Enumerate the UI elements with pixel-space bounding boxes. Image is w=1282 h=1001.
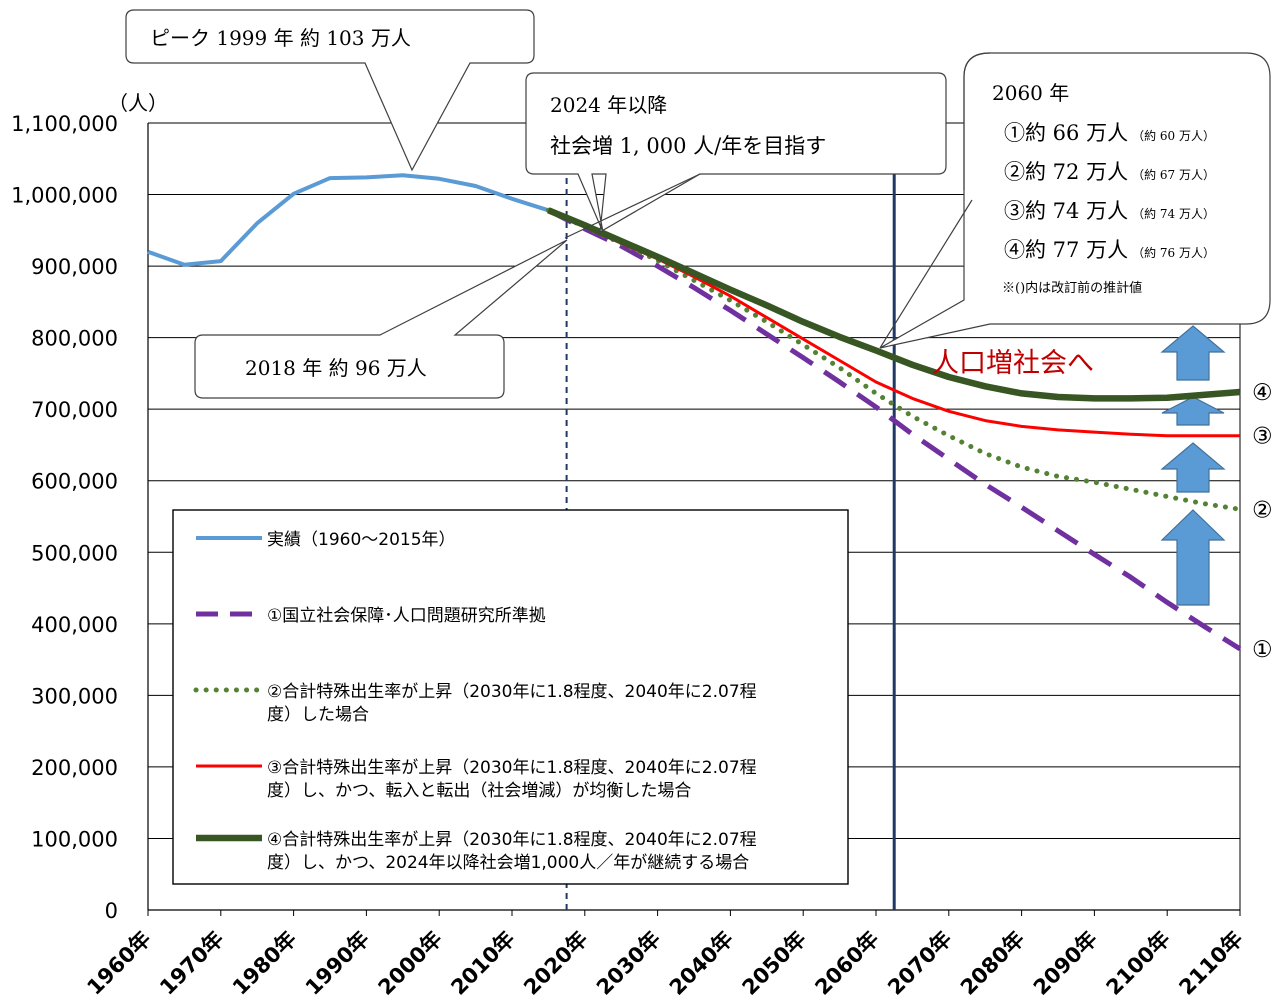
callout-2060-note: ※()内は改訂前の推計値 xyxy=(1002,280,1142,296)
x-tick-label: 2060年 xyxy=(810,927,883,1000)
callout-2060-item-prev: （約 76 万人） xyxy=(1132,245,1215,260)
y-tick-label: 0 xyxy=(105,899,118,923)
legend-label: 実績（1960～2015年） xyxy=(267,530,456,550)
y-tick-label: 600,000 xyxy=(31,470,118,494)
legend-box xyxy=(172,509,849,885)
x-tick-label: 2110年 xyxy=(1174,927,1247,1000)
x-tick-label: 2030年 xyxy=(592,927,665,1000)
callout-2060: 2060 年 ①約 66 万人 （約 60 万人）②約 72 万人 （約 67 万人… xyxy=(879,52,1271,349)
x-tick-label: 2070年 xyxy=(883,927,956,1000)
y-tick-label: 100,000 xyxy=(31,827,118,851)
series-end-labels: ④ ③ ② ① xyxy=(1252,380,1273,663)
series-end-label: ② xyxy=(1252,497,1273,523)
callout-2018-text: 2018 年 約 96 万人 xyxy=(245,356,427,380)
callout-2024: 2024 年以降 社会増 1, 000 人/年を目指す xyxy=(525,72,947,239)
y-tick-label: 1,000,000 xyxy=(11,184,118,208)
legend-items: 実績（1960～2015年） ①国立社会保障･人口問題研究所準拠 ②合計特殊出生率が… xyxy=(193,530,757,873)
y-tick-label: 500,000 xyxy=(31,541,118,565)
series-lines xyxy=(147,173,1243,652)
legend: 実績（1960～2015年） ①国立社会保障･人口問題研究所準拠 ②合計特殊出生率が… xyxy=(172,509,849,885)
series-end-label: ③ xyxy=(1252,424,1273,450)
legend-label: 度）した場合 xyxy=(267,705,369,725)
society-increase-label: 人口増社会へ xyxy=(932,348,1094,379)
series-line-s1 xyxy=(547,208,1242,652)
x-tick-label: 1970年 xyxy=(155,927,228,1000)
y-axis-unit-label: （人） xyxy=(108,91,168,115)
series-line-s2 xyxy=(545,207,1243,512)
legend-label: 度）し、かつ、転入と転出（社会増減）が均衡した場合 xyxy=(267,781,691,801)
up-arrow-icon xyxy=(1160,325,1226,381)
x-axis: 1960年 1970年 1980年 1990年 2000年 2010年 2020年 2030年… xyxy=(82,909,1248,1000)
x-tick-label: 2010年 xyxy=(446,927,519,1000)
legend-label: ③合計特殊出生率が上昇（2030年に1.8程度、2040年に2.07程 xyxy=(267,758,757,778)
y-tick-label: 900,000 xyxy=(31,255,118,279)
callout-2060-title: 2060 年 xyxy=(992,81,1069,105)
increase-arrows xyxy=(1160,325,1226,606)
x-tick-label: 2080年 xyxy=(956,927,1029,1000)
up-arrow-icon xyxy=(1161,396,1225,426)
y-tick-label: 300,000 xyxy=(31,684,118,708)
x-tick-label: 1980年 xyxy=(228,927,301,1000)
callout-2060-item-prev: （約 67 万人） xyxy=(1132,167,1215,182)
callout-2060-item-prev: （約 60 万人） xyxy=(1132,128,1215,143)
series-end-label: ④ xyxy=(1252,380,1273,406)
y-tick-label: 400,000 xyxy=(31,613,118,637)
x-tick-label: 2090年 xyxy=(1029,927,1102,1000)
legend-label: ④合計特殊出生率が上昇（2030年に1.8程度、2040年に2.07程 xyxy=(267,830,757,850)
series-line-actual xyxy=(147,173,550,267)
y-tick-label: 200,000 xyxy=(31,756,118,780)
x-tick-label: 2000年 xyxy=(374,927,447,1000)
y-tick-label: 800,000 xyxy=(31,327,118,351)
x-tick-label: 2050年 xyxy=(738,927,811,1000)
x-tick-label: 2040年 xyxy=(665,927,738,1000)
callout-2060-items: ①約 66 万人 （約 60 万人）②約 72 万人 （約 67 万人）③約 74 … xyxy=(1004,121,1215,262)
legend-label: ②合計特殊出生率が上昇（2030年に1.8程度、2040年に2.07程 xyxy=(267,682,757,702)
series-line-s4 xyxy=(547,207,1241,402)
callout-2018: 2018 年 約 96 万人 xyxy=(194,239,568,399)
x-tick-label: 1960年 xyxy=(82,927,155,1000)
x-tick-label: 2020年 xyxy=(519,927,592,1000)
x-tick-label: 1990年 xyxy=(301,927,374,1000)
callout-2024-line1: 2024 年以降 xyxy=(550,93,667,117)
peak-callout: ピーク 1999 年 約 103 万人 xyxy=(125,9,535,172)
y-tick-label: 700,000 xyxy=(31,398,118,422)
x-tick-label: 2100年 xyxy=(1102,927,1175,1000)
peak-callout-text: ピーク 1999 年 約 103 万人 xyxy=(150,26,411,50)
up-arrow-icon xyxy=(1160,442,1226,493)
callout-2060-item-prev: （約 74 万人） xyxy=(1132,206,1215,221)
legend-label: 度）し、かつ、2024年以降社会増1,000人／年が継続する場合 xyxy=(267,853,749,873)
y-tick-label: 1,100,000 xyxy=(11,112,118,136)
series-end-label: ① xyxy=(1252,637,1273,663)
callout-2024-line2: 社会増 1, 000 人/年を目指す xyxy=(550,134,826,158)
legend-label: ①国立社会保障･人口問題研究所準拠 xyxy=(267,606,546,626)
up-arrow-icon xyxy=(1160,509,1226,606)
